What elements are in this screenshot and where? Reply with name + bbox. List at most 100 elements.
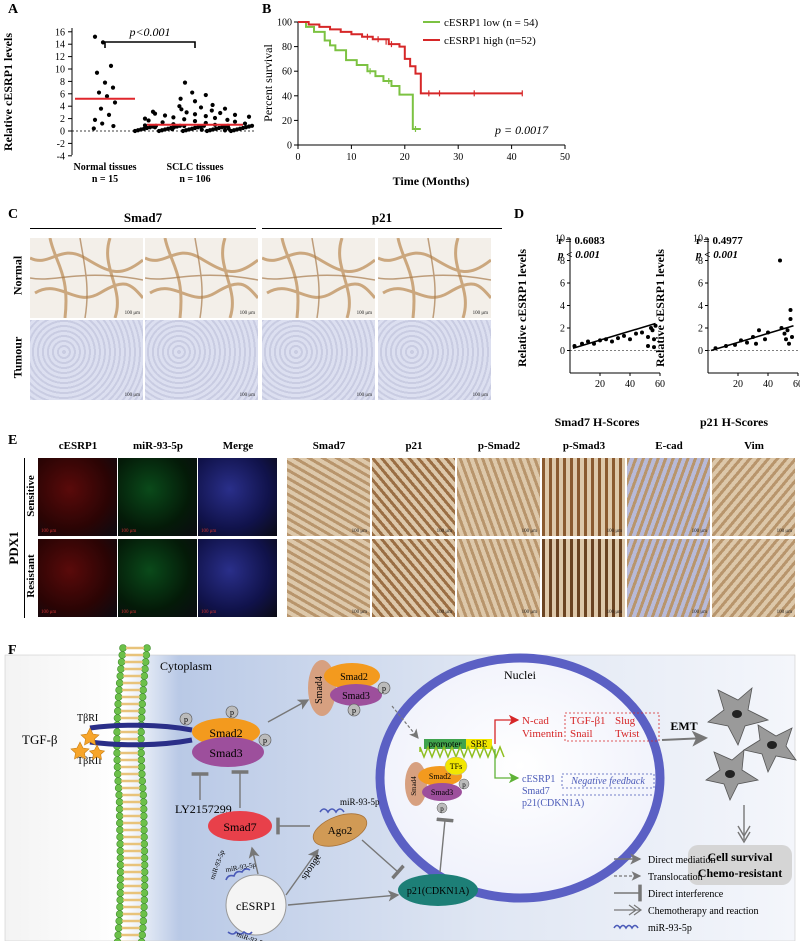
panel-d-point — [745, 340, 749, 345]
panel-d-point — [782, 331, 787, 336]
smad3-label: Smad3 — [209, 746, 242, 760]
panel-d-point — [763, 337, 767, 342]
fluorescence-image: 100 μm — [118, 539, 197, 617]
panel-a-point — [190, 90, 195, 95]
ihc-image-c: 100 μm — [30, 320, 143, 400]
scale-bar-label: 100 μm — [201, 529, 217, 534]
snail-label: Snail — [570, 728, 593, 740]
panel-d-xtick: 40 — [625, 379, 635, 390]
panel-d-point — [653, 323, 658, 328]
legend-high: cESRP1 high (n=52) — [444, 35, 536, 47]
panel-c-col2: p21 — [371, 210, 393, 225]
panel-d-ylabel-1: Relative cESRP1 levels — [515, 249, 529, 367]
cytoplasm-label: Cytoplasm — [160, 659, 213, 673]
ago2-label: Ago2 — [328, 825, 352, 837]
tbrii-receptor — [89, 737, 193, 748]
panel-a-point — [222, 106, 228, 111]
panel-d-regression-line — [710, 324, 794, 352]
ihc-image-e: 100 μm — [457, 458, 540, 536]
scale-bar-label: 100 μm — [691, 610, 707, 615]
mirna-icon-1 — [225, 868, 251, 881]
panel-d-ytick: 10 — [555, 234, 565, 245]
panel-b-ytick: 100 — [277, 18, 292, 29]
panel-a-ytick: 12 — [55, 52, 65, 63]
panel-a-point — [232, 119, 238, 124]
panel-d-point — [757, 328, 761, 333]
panel-a-point — [160, 120, 165, 125]
panel-b-xtick: 20 — [400, 152, 410, 163]
mesenchymal-cells-icon — [705, 686, 797, 801]
panel-d-point — [616, 336, 620, 341]
panel-b-survival-chart: 0 10 20 30 40 50 0 20 40 60 80 100 Percent survival… — [261, 17, 570, 188]
panel-b-xtick: 50 — [560, 152, 570, 163]
panel-a-point — [92, 34, 98, 39]
panel-a-point — [146, 118, 151, 123]
cesrp1-label: cESRP1 — [236, 899, 276, 913]
scale-bar-label: 100 μm — [124, 393, 140, 398]
panel-a-point — [100, 121, 105, 126]
panel-a-ytick: 4 — [60, 102, 65, 113]
scale-bar-label: 100 μm — [201, 610, 217, 615]
smad7-protein — [208, 811, 272, 841]
panel-d-xtick: 20 — [595, 379, 605, 390]
panel-a-point — [178, 96, 183, 101]
panel-b-ytick: 20 — [282, 116, 292, 127]
tgfb-ligand-icon — [70, 727, 106, 760]
panel-d-regression-line — [572, 322, 656, 350]
panel-d-r1: r = 0.6083 — [558, 235, 605, 247]
smad2-label: Smad2 — [209, 726, 242, 740]
panel-d-point — [640, 330, 644, 335]
phospho-label-1: p — [230, 708, 234, 717]
panel-a-point — [222, 128, 228, 133]
panel-a-ylabel: Relative cESRP1 levels — [1, 33, 15, 151]
tbrii-label: TβRII — [77, 756, 102, 767]
panel-a-point — [242, 121, 248, 126]
panel-a-point — [177, 104, 182, 109]
scale-bar-label: 100 μm — [472, 311, 488, 316]
fluorescence-image: 100 μm — [38, 539, 117, 617]
panel-d-ytick: 0 — [698, 346, 703, 357]
nuclei-label: Nuclei — [504, 668, 537, 682]
panel-a-point — [192, 112, 198, 117]
panel-a-point — [192, 118, 198, 124]
ihc-image-c: 100 μm — [30, 238, 143, 318]
cesrp1-circrna — [225, 874, 287, 936]
legend-mirna-icon — [613, 924, 639, 930]
panel-d-point — [622, 333, 626, 338]
panel-d-point — [790, 335, 794, 339]
scale-bar-label: 100 μm — [41, 610, 57, 615]
scale-bar-label: 100 μm — [239, 393, 255, 398]
panel-e-ihc-header: p21 — [405, 440, 423, 452]
scale-bar-label: 100 μm — [124, 311, 140, 316]
nuclear-smad-complex: TFs Smad4 Smad2 Smad3 p p — [405, 756, 470, 814]
ihc-image-e: 100 μm — [372, 458, 455, 536]
mir-label-ago2: miR-93-5p — [340, 797, 380, 807]
twist-label: Twist — [615, 728, 639, 740]
ihc-image-c: 100 μm — [378, 238, 491, 318]
panel-c-row1: Normal — [10, 255, 25, 296]
panel-b-ytick: 0 — [287, 141, 292, 152]
smad3-label-b: Smad3 — [342, 691, 370, 702]
panel-label-d: D — [514, 207, 525, 222]
diagram-legend: Direct mediation Translocation Direct in… — [613, 853, 759, 934]
panel-a-point — [108, 63, 114, 68]
panel-d-xlabel-1: Smad7 H-Scores — [555, 415, 640, 429]
legend-direct-interference: Direct interference — [648, 889, 724, 900]
panel-b-curves — [298, 21, 523, 133]
panel-d-ytick: 10 — [693, 234, 703, 245]
legend-low: cESRP1 low (n = 54) — [444, 17, 539, 29]
panel-a-point — [210, 102, 215, 108]
panel-b-xtick: 0 — [296, 152, 301, 163]
fluorescence-image: 100 μm — [38, 458, 117, 536]
mir-label-3: miR-93-5p — [235, 930, 267, 941]
panel-d-point — [788, 317, 793, 321]
panel-a-point — [98, 106, 104, 111]
p21-target-label: p21(CDKN1A) — [522, 798, 584, 809]
panel-d-ytick: 6 — [698, 279, 703, 290]
slug-label: Slug — [615, 715, 636, 727]
panel-a-ytick: -2 — [57, 139, 65, 150]
panel-a-point — [218, 110, 223, 116]
smad7-target-label: Smad7 — [522, 786, 550, 797]
scale-bar-label: 100 μm — [121, 529, 137, 534]
p21-protein — [398, 874, 478, 906]
